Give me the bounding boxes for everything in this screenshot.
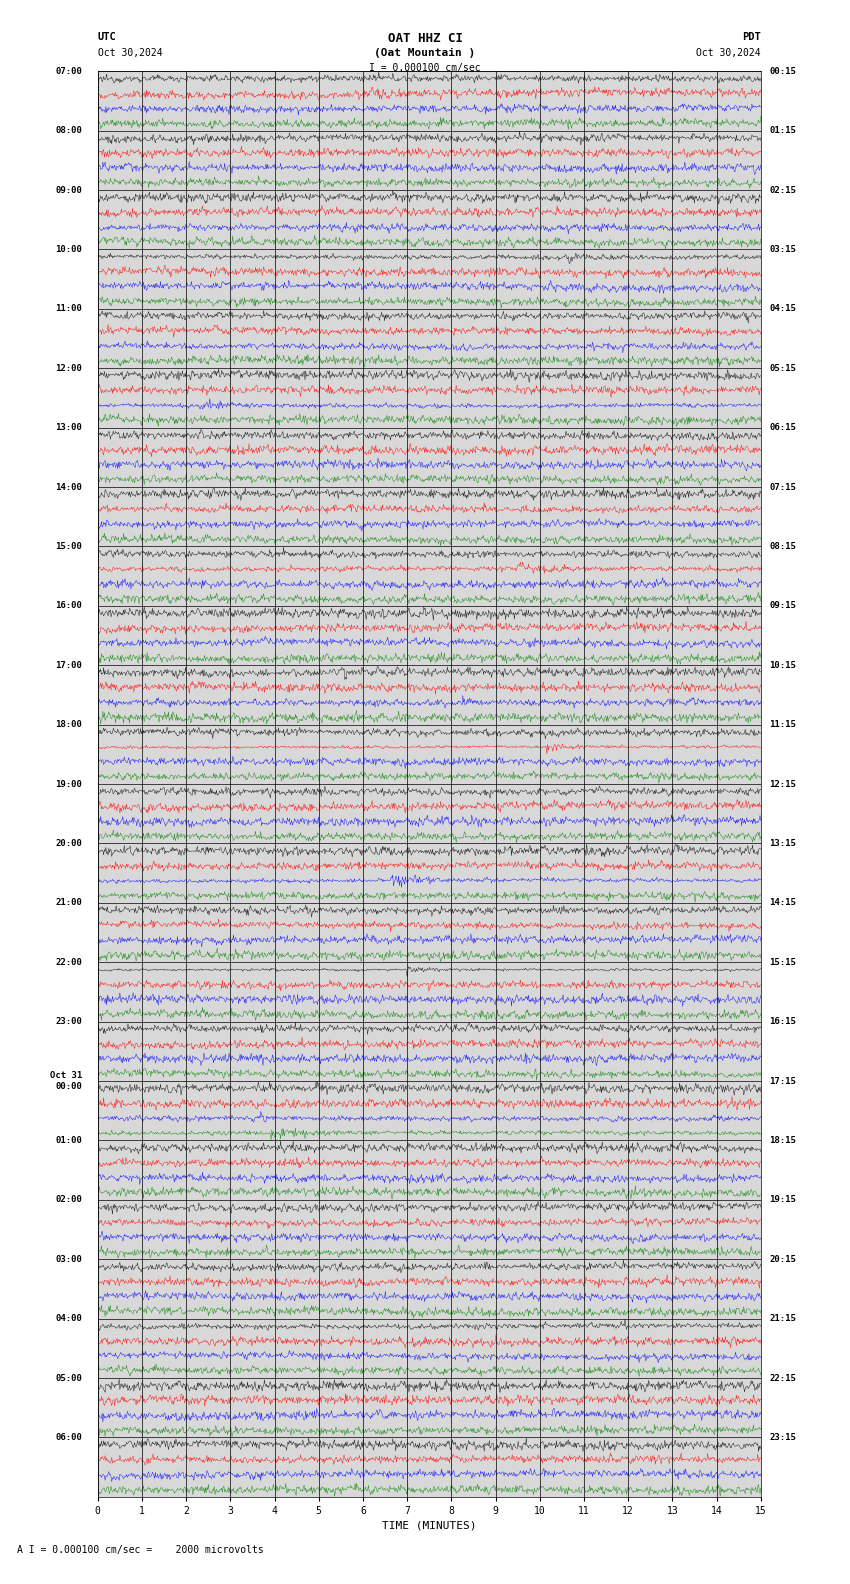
Text: 15:15: 15:15 (769, 958, 796, 966)
Text: 01:00: 01:00 (55, 1136, 82, 1145)
Text: 02:15: 02:15 (769, 185, 796, 195)
X-axis label: TIME (MINUTES): TIME (MINUTES) (382, 1521, 477, 1530)
Text: 22:00: 22:00 (55, 958, 82, 966)
Text: 06:00: 06:00 (55, 1434, 82, 1441)
Text: 01:15: 01:15 (769, 127, 796, 135)
Text: 00:15: 00:15 (769, 67, 796, 76)
Text: 03:15: 03:15 (769, 246, 796, 253)
Text: 23:15: 23:15 (769, 1434, 796, 1441)
Text: 06:15: 06:15 (769, 423, 796, 432)
Text: Oct 30,2024: Oct 30,2024 (696, 48, 761, 57)
Text: A I = 0.000100 cm/sec =    2000 microvolts: A I = 0.000100 cm/sec = 2000 microvolts (17, 1546, 264, 1555)
Text: 13:00: 13:00 (55, 423, 82, 432)
Text: Oct 30,2024: Oct 30,2024 (98, 48, 162, 57)
Text: 23:00: 23:00 (55, 1017, 82, 1026)
Text: 11:15: 11:15 (769, 721, 796, 729)
Text: 22:15: 22:15 (769, 1373, 796, 1383)
Text: 17:15: 17:15 (769, 1077, 796, 1085)
Text: 09:15: 09:15 (769, 602, 796, 610)
Text: 07:00: 07:00 (55, 67, 82, 76)
Text: 04:15: 04:15 (769, 304, 796, 314)
Text: 12:00: 12:00 (55, 364, 82, 372)
Text: 05:00: 05:00 (55, 1373, 82, 1383)
Text: 09:00: 09:00 (55, 185, 82, 195)
Text: 16:15: 16:15 (769, 1017, 796, 1026)
Text: OAT HHZ CI: OAT HHZ CI (388, 32, 462, 44)
Text: 16:00: 16:00 (55, 602, 82, 610)
Text: 05:15: 05:15 (769, 364, 796, 372)
Text: 11:00: 11:00 (55, 304, 82, 314)
Text: 14:00: 14:00 (55, 483, 82, 491)
Text: Oct 31
00:00: Oct 31 00:00 (50, 1071, 82, 1091)
Text: 21:15: 21:15 (769, 1315, 796, 1323)
Text: I = 0.000100 cm/sec: I = 0.000100 cm/sec (369, 63, 481, 73)
Text: 04:00: 04:00 (55, 1315, 82, 1323)
Text: 17:00: 17:00 (55, 661, 82, 670)
Text: UTC: UTC (98, 32, 116, 41)
Text: 20:15: 20:15 (769, 1255, 796, 1264)
Text: 21:00: 21:00 (55, 898, 82, 908)
Text: 02:00: 02:00 (55, 1196, 82, 1204)
Text: 19:00: 19:00 (55, 779, 82, 789)
Text: 12:15: 12:15 (769, 779, 796, 789)
Text: 18:00: 18:00 (55, 721, 82, 729)
Text: 20:00: 20:00 (55, 840, 82, 847)
Text: 03:00: 03:00 (55, 1255, 82, 1264)
Text: 15:00: 15:00 (55, 542, 82, 551)
Text: 19:15: 19:15 (769, 1196, 796, 1204)
Text: (Oat Mountain ): (Oat Mountain ) (374, 48, 476, 57)
Text: 18:15: 18:15 (769, 1136, 796, 1145)
Text: 07:15: 07:15 (769, 483, 796, 491)
Text: 08:15: 08:15 (769, 542, 796, 551)
Text: PDT: PDT (742, 32, 761, 41)
Text: 14:15: 14:15 (769, 898, 796, 908)
Text: 10:00: 10:00 (55, 246, 82, 253)
Text: 08:00: 08:00 (55, 127, 82, 135)
Text: 13:15: 13:15 (769, 840, 796, 847)
Text: 10:15: 10:15 (769, 661, 796, 670)
